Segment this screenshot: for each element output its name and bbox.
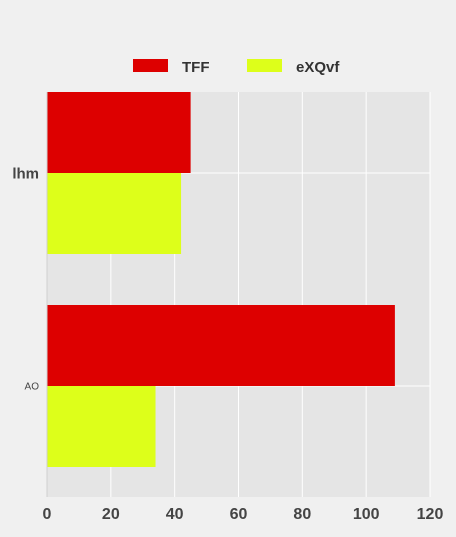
legend-label: TFF	[182, 59, 210, 76]
legend-label: eXQvf	[296, 59, 340, 76]
x-tick-label: 100	[353, 506, 380, 523]
legend-swatch	[133, 59, 168, 72]
y-tick-label: lhm	[12, 165, 39, 182]
bar-TFF-AO	[47, 305, 395, 386]
legend-swatch	[247, 59, 282, 72]
x-tick-label: 20	[102, 506, 120, 523]
bar-eXQvf-AO	[47, 386, 156, 467]
x-tick-label: 120	[417, 506, 444, 523]
x-tick-label: 0	[43, 506, 52, 523]
x-tick-label: 40	[166, 506, 184, 523]
y-tick-label: AO	[25, 382, 40, 393]
bar-TFF-lhm	[47, 92, 191, 173]
x-tick-label: 60	[230, 506, 248, 523]
bar-eXQvf-lhm	[47, 173, 181, 254]
x-tick-label: 80	[293, 506, 311, 523]
